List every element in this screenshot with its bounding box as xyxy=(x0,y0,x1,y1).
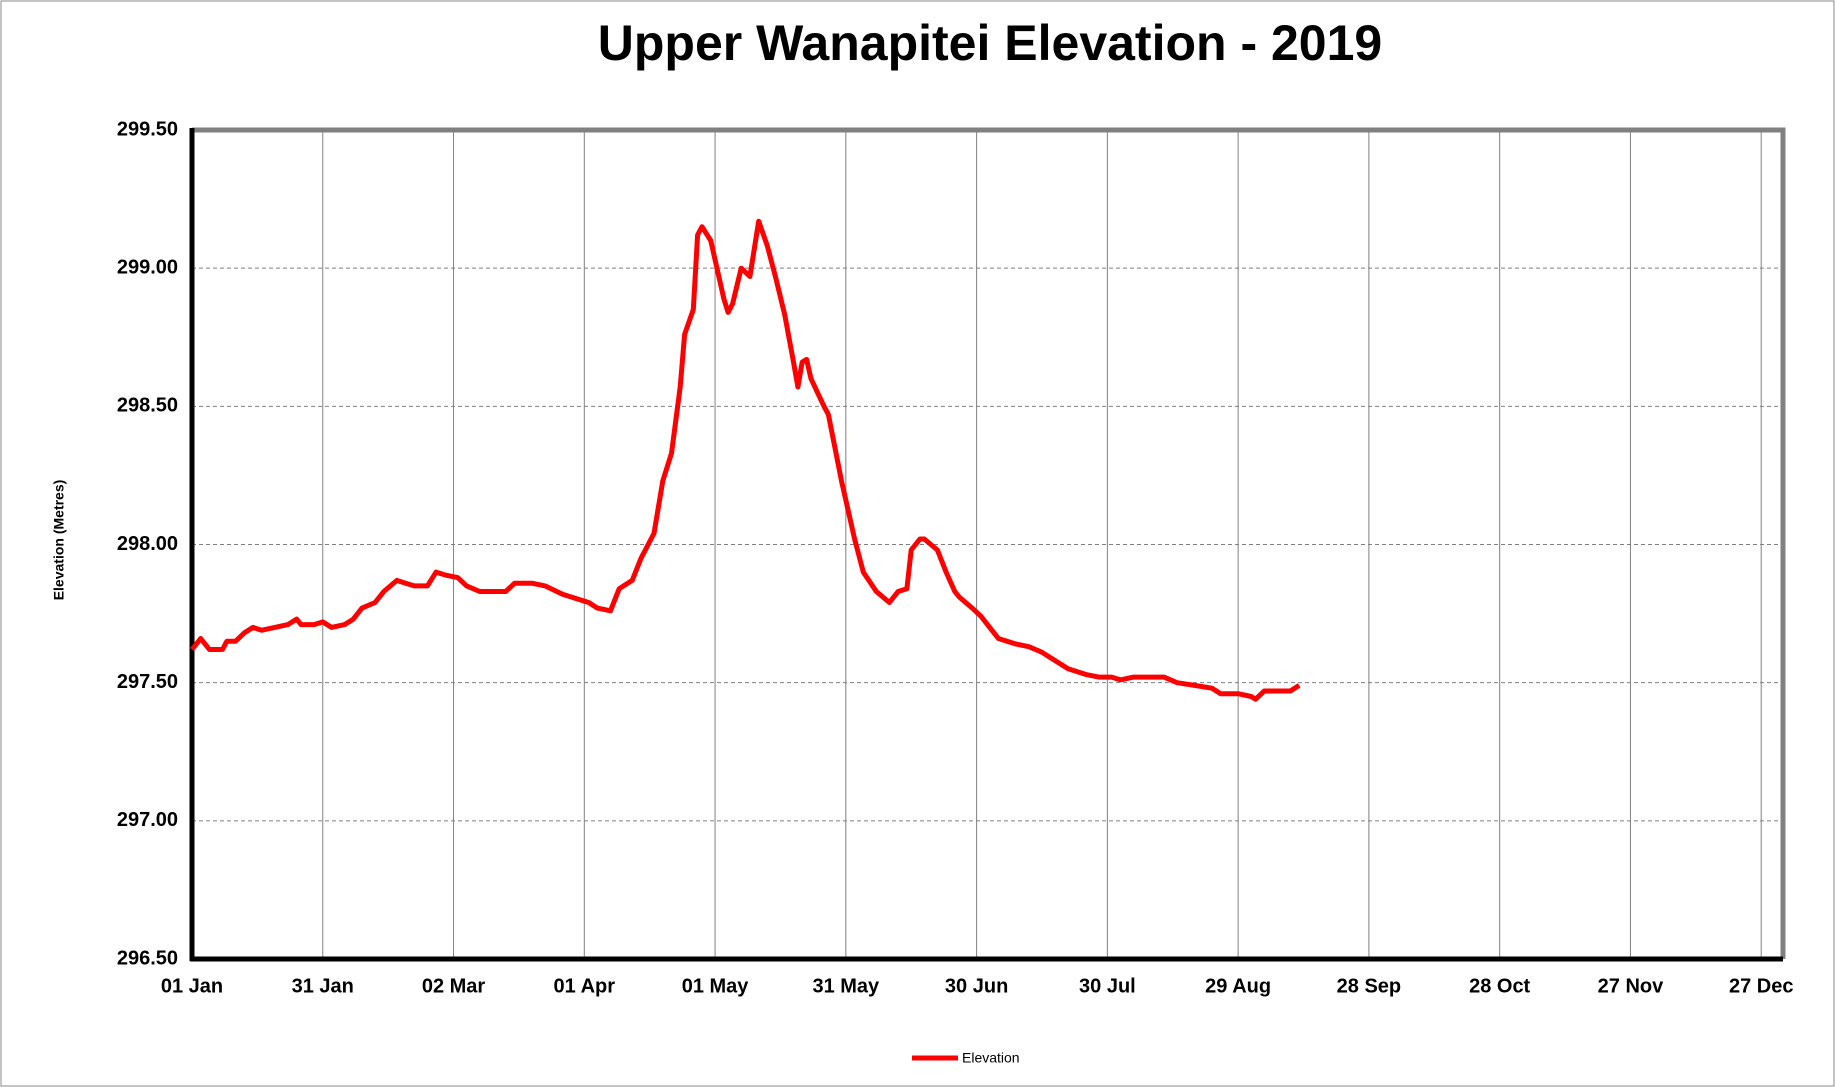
x-tick-label: 30 Jul xyxy=(1079,975,1136,997)
x-tick-label: 28 Sep xyxy=(1337,975,1401,997)
y-tick-label: 297.00 xyxy=(117,809,178,831)
x-tick-label: 27 Dec xyxy=(1729,975,1794,997)
x-tick-label: 30 Jun xyxy=(945,975,1008,997)
x-tick-label: 01 Jan xyxy=(161,975,223,997)
y-tick-label: 299.50 xyxy=(117,118,178,140)
legend-label: Elevation xyxy=(962,1050,1020,1066)
y-tick-label: 297.50 xyxy=(117,671,178,693)
x-tick-label: 28 Oct xyxy=(1469,975,1530,997)
x-tick-label: 31 May xyxy=(812,975,880,997)
y-tick-label: 298.00 xyxy=(117,533,178,555)
x-tick-label: 31 Jan xyxy=(292,975,354,997)
chart-title: Upper Wanapitei Elevation - 2019 xyxy=(598,15,1382,71)
x-tick-label: 01 May xyxy=(682,975,750,997)
y-tick-label: 299.00 xyxy=(117,256,178,278)
x-tick-label: 29 Aug xyxy=(1205,975,1271,997)
y-axis-label: Elevation (Metres) xyxy=(51,480,67,601)
y-tick-label: 298.50 xyxy=(117,395,178,417)
x-tick-label: 01 Apr xyxy=(554,975,616,997)
y-tick-label: 296.50 xyxy=(117,947,178,969)
line-series xyxy=(190,218,1301,702)
x-tick-label: 27 Nov xyxy=(1598,975,1664,997)
x-tick-label: 02 Mar xyxy=(422,975,486,997)
